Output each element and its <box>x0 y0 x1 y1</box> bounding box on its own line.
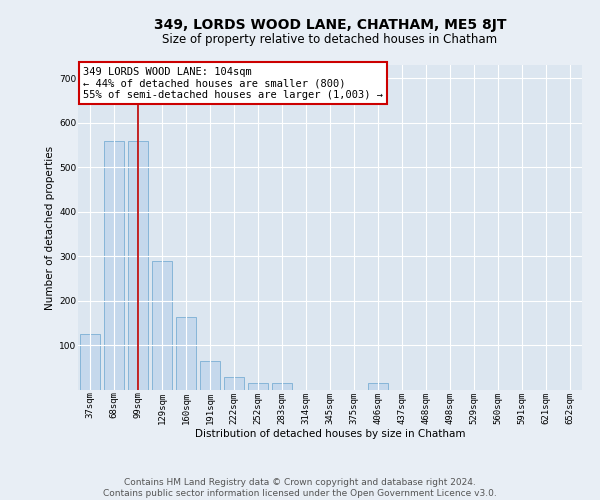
X-axis label: Distribution of detached houses by size in Chatham: Distribution of detached houses by size … <box>195 429 465 439</box>
Text: 349, LORDS WOOD LANE, CHATHAM, ME5 8JT: 349, LORDS WOOD LANE, CHATHAM, ME5 8JT <box>154 18 506 32</box>
Bar <box>104 140 124 390</box>
Bar <box>176 316 196 390</box>
Text: 349 LORDS WOOD LANE: 104sqm
← 44% of detached houses are smaller (800)
55% of se: 349 LORDS WOOD LANE: 104sqm ← 44% of det… <box>83 66 383 100</box>
Bar <box>80 334 100 390</box>
Bar <box>224 376 244 390</box>
Bar <box>128 140 148 390</box>
Text: Contains HM Land Registry data © Crown copyright and database right 2024.
Contai: Contains HM Land Registry data © Crown c… <box>103 478 497 498</box>
Bar <box>272 384 292 390</box>
Text: Size of property relative to detached houses in Chatham: Size of property relative to detached ho… <box>163 32 497 46</box>
Bar <box>248 384 268 390</box>
Bar <box>200 361 220 390</box>
Y-axis label: Number of detached properties: Number of detached properties <box>45 146 55 310</box>
Bar <box>368 384 388 390</box>
Bar <box>152 261 172 390</box>
